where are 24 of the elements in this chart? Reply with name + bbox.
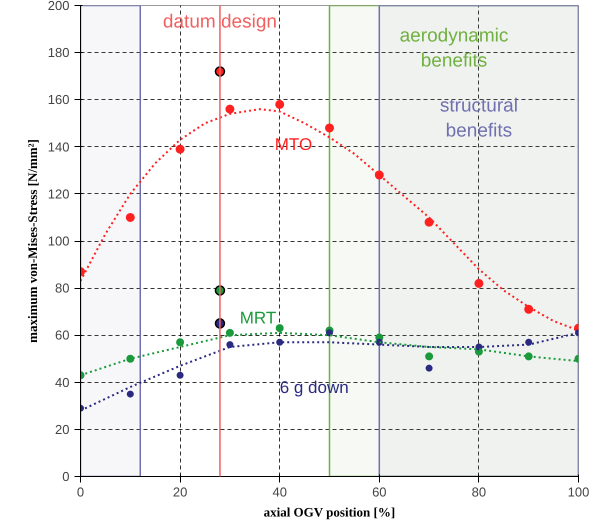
x-axis-title: axial OGV position [%] [264, 504, 396, 520]
x-tick-label: 80 [472, 484, 486, 500]
band-label: aerodynamic benefits [400, 26, 508, 72]
x-tick-label: 60 [372, 484, 387, 500]
y-tick-label: 100 [48, 234, 70, 248]
y-tick-label: 120 [48, 186, 70, 202]
y-tick-label: 0 [62, 469, 70, 484]
y-tick-label: 60 [55, 328, 70, 343]
y-tick-label: 180 [48, 45, 70, 60]
x-tick-label: 100 [568, 484, 590, 500]
y-tick-label: 160 [48, 92, 70, 108]
x-tick-label: 40 [272, 484, 287, 500]
y-tick-label: 140 [48, 139, 70, 154]
y-tick-label: 40 [55, 374, 70, 390]
ref-line-label: datum design [162, 12, 277, 32]
annotation: MTO [274, 134, 312, 154]
y-tick-label: 20 [55, 422, 70, 437]
annotation: MRT [240, 308, 276, 328]
band-label: structural benefits [440, 96, 518, 142]
y-axis-title: maximum von-Mises-Stress [N/mm²] [24, 139, 40, 343]
y-tick-label: 80 [55, 280, 70, 296]
y-tick-label: 200 [48, 0, 70, 13]
x-tick-label: 0 [76, 484, 84, 500]
x-tick-label: 20 [172, 484, 188, 500]
